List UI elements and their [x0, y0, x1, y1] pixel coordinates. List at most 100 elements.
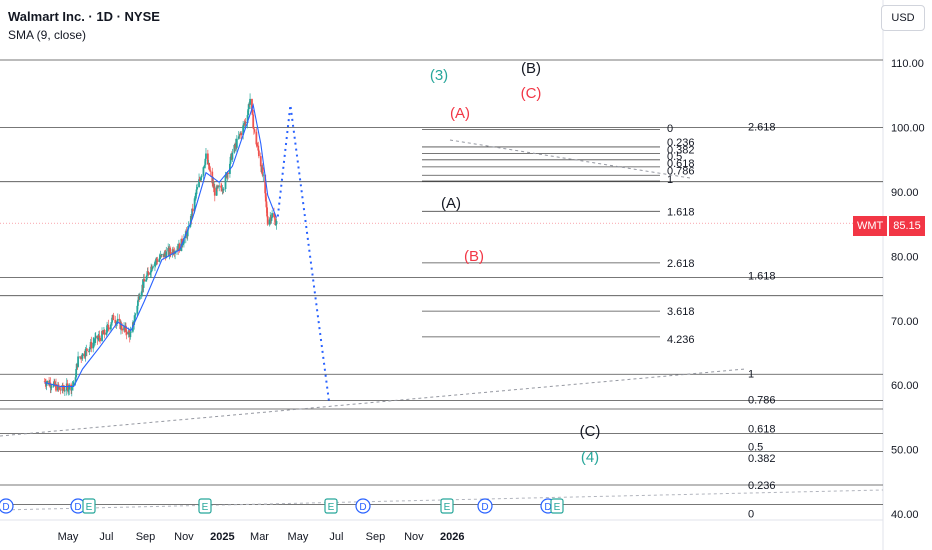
trendline-lower — [0, 368, 746, 437]
candle-body — [134, 313, 137, 316]
fib-label-far: 0.382 — [748, 453, 776, 465]
candle-body — [112, 315, 115, 321]
x-tick-label: Nov — [174, 531, 194, 543]
x-tick-label: 2025 — [210, 531, 234, 543]
candle-body — [160, 254, 163, 255]
earnings-marker — [550, 498, 564, 514]
currency-button[interactable]: USD — [881, 5, 925, 31]
candle-body — [266, 216, 269, 225]
candle-body — [133, 315, 136, 321]
candle-body — [156, 260, 159, 262]
candle-body — [206, 153, 209, 165]
candle-body — [183, 238, 185, 244]
candle-body — [227, 172, 229, 174]
candle-body — [137, 300, 139, 306]
y-tick-label: 70.00 — [891, 316, 919, 328]
fib-label-near: 0 — [667, 123, 673, 135]
candle-body — [222, 188, 225, 191]
candle-body — [266, 207, 268, 217]
earnings-marker-label: E — [554, 502, 561, 513]
candle-body — [215, 186, 218, 196]
candle-body — [96, 335, 99, 340]
candle-body — [246, 115, 249, 124]
candle-body — [231, 152, 234, 160]
fib-label-near: 0.786 — [667, 166, 695, 178]
indicator-legend[interactable]: SMA (9, close) — [8, 28, 87, 42]
candle-body — [146, 271, 149, 276]
candle-body — [128, 330, 131, 333]
candle-body — [203, 164, 206, 167]
candle-body — [257, 150, 260, 157]
candle-body — [125, 332, 128, 335]
forecast-path — [276, 104, 331, 405]
candle-body — [203, 166, 205, 168]
price-tag-symbol: WMT — [853, 216, 888, 236]
candle-body — [261, 167, 264, 176]
y-tick-label: 100.00 — [891, 123, 925, 135]
fib-label-far: 0 — [748, 508, 754, 520]
candle-body — [49, 382, 52, 388]
fib-label-far: 0.786 — [748, 394, 776, 406]
candle-body — [108, 327, 110, 330]
candle-body — [229, 156, 232, 164]
candle-body — [55, 383, 57, 391]
candle-body — [275, 221, 278, 225]
candle-body — [186, 229, 189, 237]
y-tick-label: 80.00 — [891, 251, 919, 263]
fib-label-near: 0.618 — [667, 158, 695, 170]
wave-label: (C) — [580, 423, 601, 440]
candle-body — [74, 377, 77, 382]
candle-body — [136, 305, 139, 314]
candle-body — [105, 332, 108, 335]
x-tick-label: Sep — [136, 531, 156, 543]
candle-body — [143, 279, 146, 282]
candle-body — [164, 252, 166, 255]
candle-body — [155, 258, 158, 261]
candle-body — [198, 179, 201, 181]
candle-body — [77, 356, 79, 367]
candle-body — [159, 257, 161, 259]
symbol-title[interactable]: Walmart Inc. · 1D · NYSE — [8, 9, 160, 24]
candle-body — [88, 348, 91, 352]
candle-body — [244, 122, 246, 125]
candle-body — [264, 193, 267, 202]
candle-body — [97, 337, 100, 340]
candle-body — [140, 291, 143, 297]
candle-body — [262, 174, 265, 176]
candle-body — [273, 213, 275, 217]
x-tick-label: Nov — [404, 531, 424, 543]
candle-body — [150, 266, 153, 273]
earnings-marker — [324, 498, 338, 514]
candle-body — [257, 145, 260, 151]
candle-body — [159, 254, 162, 258]
candle-body — [152, 266, 154, 268]
candle-body — [84, 349, 87, 357]
wave-label: (A) — [450, 105, 470, 122]
candle-body — [259, 156, 262, 167]
earnings-marker — [82, 498, 96, 514]
last-price-tag: WMT 85.15 — [853, 216, 925, 236]
candle-body — [226, 172, 229, 178]
candle-body — [218, 185, 221, 187]
candle-body — [84, 356, 86, 357]
trendline-upper — [449, 139, 691, 179]
dividend-marker — [0, 498, 14, 514]
candle-body — [220, 187, 223, 191]
candle-body — [182, 243, 185, 245]
candle-body — [98, 335, 101, 338]
candle-body — [240, 132, 243, 136]
earnings-marker-label: E — [86, 502, 93, 513]
price-tag-value: 85.15 — [889, 216, 925, 236]
earnings-marker-label: E — [202, 502, 209, 513]
candle-body — [145, 275, 148, 280]
candle-body — [265, 201, 268, 208]
candle-body — [141, 284, 144, 292]
candle-body — [189, 224, 192, 227]
candle-body — [110, 322, 113, 325]
dividend-marker-label: D — [481, 502, 488, 513]
candle-body — [264, 174, 267, 194]
candle-body — [142, 279, 145, 288]
fib-label-near: 1.618 — [667, 206, 695, 218]
